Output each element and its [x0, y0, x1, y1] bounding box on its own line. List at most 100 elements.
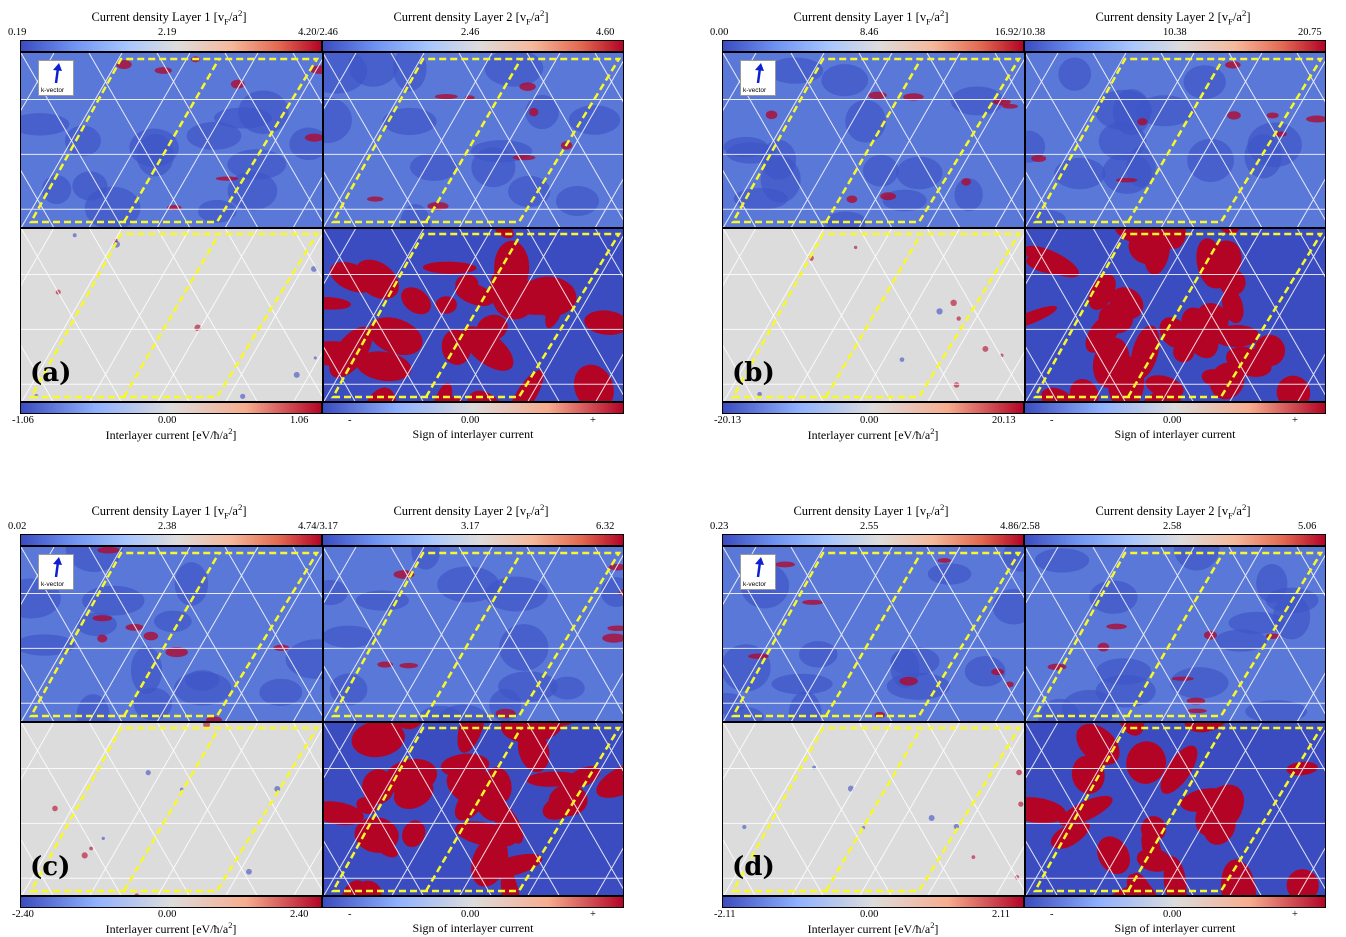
sign-zero-tick: 0.00 — [461, 415, 480, 426]
panel-a: Current density Layer 1 [vF/a2] Current … — [8, 6, 624, 442]
layer1-title: Current density Layer 1 [vF/a2] — [793, 8, 949, 27]
l1l2-boundary-tick: 4.20/2.46 — [298, 27, 338, 38]
il-max-tick: 2.11 — [992, 909, 1010, 920]
l1-min-tick: 0.02 — [8, 521, 27, 532]
sign-colorbar — [1024, 402, 1326, 414]
interlayer-colorbar — [722, 896, 1024, 908]
sign-zero-tick: 0.00 — [1163, 415, 1182, 426]
l2-mid-tick: 3.17 — [461, 521, 480, 532]
l2-mid-tick: 2.58 — [1163, 521, 1182, 532]
layer2-title: Current density Layer 2 [vF/a2] — [393, 8, 549, 27]
map-frame — [722, 546, 1326, 896]
sign-plus-tick: + — [590, 415, 596, 426]
sign-map — [1025, 722, 1325, 895]
il-mid-tick: 0.00 — [158, 909, 177, 920]
layer1-title: Current density Layer 1 [vF/a2] — [793, 502, 949, 521]
l1-min-tick: 0.00 — [710, 27, 729, 38]
l2-max-tick: 4.60 — [596, 27, 615, 38]
il-mid-tick: 0.00 — [860, 909, 879, 920]
density-map — [1025, 547, 1325, 722]
l1-mid-tick: 2.38 — [158, 521, 177, 532]
l2-max-tick: 6.32 — [596, 521, 615, 532]
panel-label: (b) — [732, 358, 775, 388]
sign-xlabel: Sign of interlayer current — [1114, 921, 1236, 935]
interlayer-xlabel: Interlayer current [eV/ħ/a2] — [105, 921, 237, 936]
sign-zero-tick: 0.00 — [461, 909, 480, 920]
l2-max-tick: 20.75 — [1298, 27, 1322, 38]
layer1-colorbar — [722, 40, 1024, 52]
layer2-colorbar — [1024, 40, 1326, 52]
l1-min-tick: 0.19 — [8, 27, 27, 38]
current-density-maps — [21, 547, 623, 895]
density-map — [323, 53, 623, 228]
panel-label: (c) — [30, 852, 71, 882]
sign-minus-tick: - — [1050, 415, 1054, 426]
layer1-title: Current density Layer 1 [vF/a2] — [91, 8, 247, 27]
layer1-colorbar — [722, 534, 1024, 546]
panel-b: Current density Layer 1 [vF/a2] Current … — [710, 6, 1326, 442]
layer2-title: Current density Layer 2 [vF/a2] — [1095, 502, 1251, 521]
density-map — [1025, 53, 1325, 228]
layer2-colorbar — [322, 534, 624, 546]
sign-xlabel: Sign of interlayer current — [1114, 427, 1236, 441]
sign-plus-tick: + — [590, 909, 596, 920]
density-map — [723, 547, 1025, 722]
sign-map — [323, 228, 623, 401]
sign-xlabel: Sign of interlayer current — [412, 427, 534, 441]
current-density-maps — [723, 547, 1325, 895]
panel-label: (d) — [732, 852, 775, 882]
sign-zero-tick: 0.00 — [1163, 909, 1182, 920]
layer1-title: Current density Layer 1 [vF/a2] — [91, 502, 247, 521]
il-min-tick: -1.06 — [12, 415, 34, 426]
k-vector-inset: k-vector — [740, 60, 776, 96]
current-density-maps — [21, 53, 623, 401]
il-mid-tick: 0.00 — [158, 415, 177, 426]
interlayer-colorbar — [722, 402, 1024, 414]
density-map — [21, 53, 323, 228]
sign-colorbar — [322, 402, 624, 414]
interlayer-colorbar — [20, 896, 322, 908]
map-frame — [20, 546, 624, 896]
layer2-colorbar — [322, 40, 624, 52]
panel-label: (a) — [30, 358, 72, 388]
sign-map — [323, 722, 623, 895]
il-max-tick: 2.40 — [290, 909, 309, 920]
inter-map — [723, 228, 1025, 401]
l1l2-boundary-tick: 4.86/2.58 — [1000, 521, 1040, 532]
inter-map — [723, 722, 1025, 895]
il-max-tick: 1.06 — [290, 415, 309, 426]
panel-c: Current density Layer 1 [vF/a2] Current … — [8, 500, 624, 936]
inter-map — [21, 722, 323, 895]
sign-colorbar — [322, 896, 624, 908]
density-map — [323, 547, 623, 722]
inter-map — [21, 228, 323, 401]
interlayer-colorbar — [20, 402, 322, 414]
sign-plus-tick: + — [1292, 415, 1298, 426]
density-map — [723, 53, 1025, 228]
sign-plus-tick: + — [1292, 909, 1298, 920]
layer1-colorbar — [20, 40, 322, 52]
k-vector-label: k-vector — [743, 87, 767, 94]
il-max-tick: 20.13 — [992, 415, 1016, 426]
current-density-maps — [723, 53, 1325, 401]
l1-mid-tick: 8.46 — [860, 27, 879, 38]
interlayer-xlabel: Interlayer current [eV/ħ/a2] — [807, 921, 939, 936]
map-frame — [20, 52, 624, 402]
interlayer-xlabel: Interlayer current [eV/ħ/a2] — [105, 427, 237, 442]
il-min-tick: -20.13 — [714, 415, 742, 426]
k-vector-inset: k-vector — [38, 60, 74, 96]
il-min-tick: -2.11 — [714, 909, 736, 920]
interlayer-xlabel: Interlayer current [eV/ħ/a2] — [807, 427, 939, 442]
l2-max-tick: 5.06 — [1298, 521, 1317, 532]
l1-mid-tick: 2.55 — [860, 521, 879, 532]
sign-colorbar — [1024, 896, 1326, 908]
k-vector-inset: k-vector — [38, 554, 74, 590]
l2-mid-tick: 2.46 — [461, 27, 480, 38]
l1-mid-tick: 2.19 — [158, 27, 177, 38]
k-vector-inset: k-vector — [740, 554, 776, 590]
sign-minus-tick: - — [348, 909, 352, 920]
sign-minus-tick: - — [1050, 909, 1054, 920]
sign-map — [1025, 228, 1325, 401]
sign-xlabel: Sign of interlayer current — [412, 921, 534, 935]
il-mid-tick: 0.00 — [860, 415, 879, 426]
